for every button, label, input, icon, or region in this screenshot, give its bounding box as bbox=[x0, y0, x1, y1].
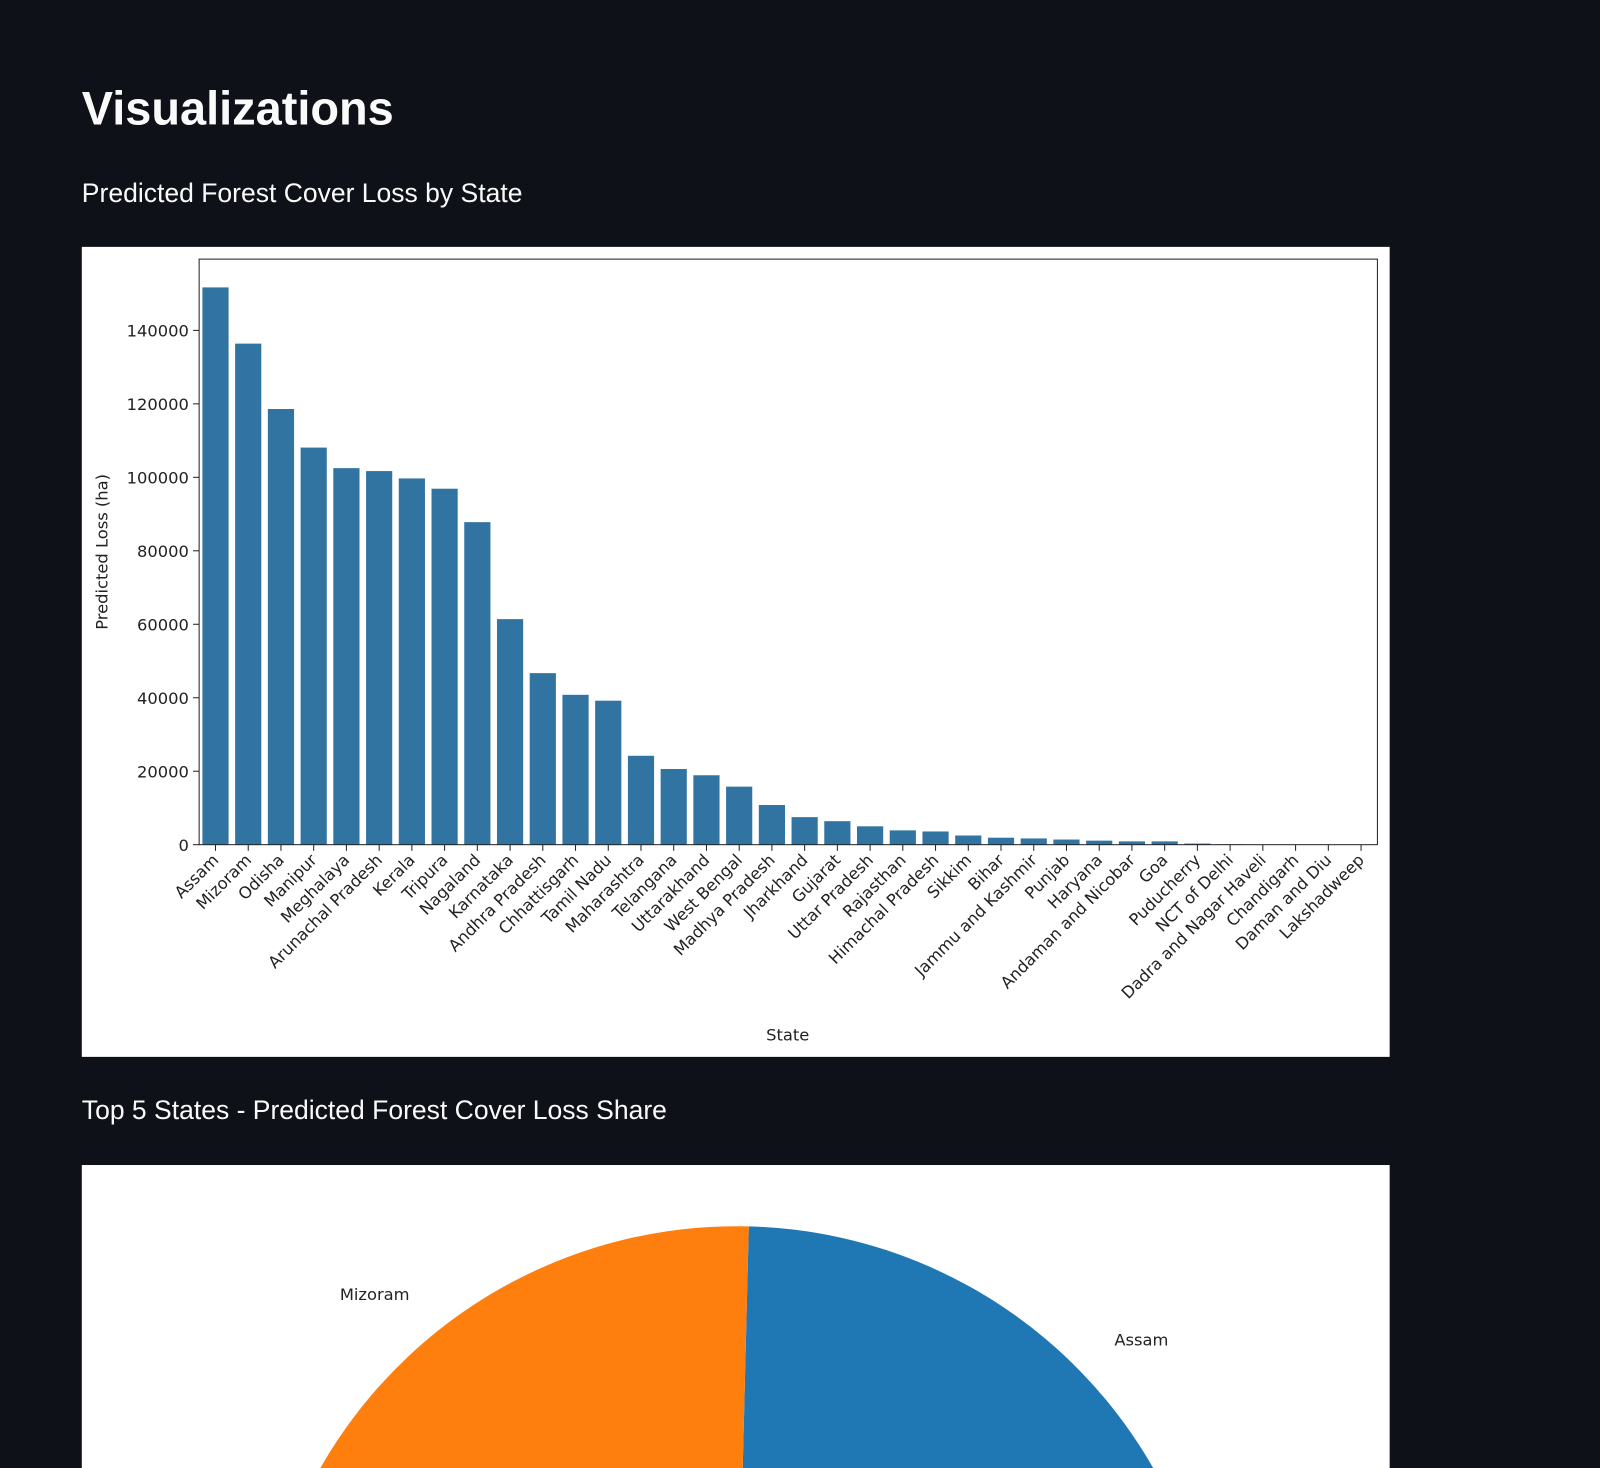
axes-frame bbox=[198, 258, 1378, 846]
page-title: Visualizations bbox=[82, 82, 394, 134]
y-tick-label: 60000 bbox=[137, 615, 189, 634]
bar bbox=[922, 831, 949, 845]
bar bbox=[857, 826, 884, 845]
pie-wedge bbox=[742, 1226, 1154, 1468]
pie-label: Mizoram bbox=[340, 1285, 410, 1304]
bar bbox=[267, 409, 295, 845]
y-tick-label: 20000 bbox=[137, 762, 189, 781]
bar bbox=[496, 619, 524, 845]
bar bbox=[595, 700, 622, 845]
pie-chart: Assam24.6%Mizoram22.1%Odisha19.2%Manipur… bbox=[320, 1226, 1168, 1468]
bar bbox=[726, 786, 753, 845]
bar bbox=[987, 837, 1015, 845]
bar bbox=[333, 468, 360, 845]
bar bbox=[431, 488, 458, 845]
bar bbox=[758, 805, 785, 845]
subheader: Top 5 States - Predicted Forest Cover Lo… bbox=[82, 1095, 667, 1125]
bar bbox=[529, 673, 556, 845]
bar bbox=[562, 694, 589, 845]
y-tick-label: 100000 bbox=[127, 468, 189, 487]
bar bbox=[366, 471, 393, 845]
bar bbox=[235, 343, 262, 845]
y-tick-label: 40000 bbox=[137, 689, 189, 708]
subheader: Predicted Forest Cover Loss by State bbox=[82, 178, 523, 208]
bar bbox=[1184, 843, 1211, 845]
x-axis-label: State bbox=[766, 1026, 809, 1045]
pie-label: Assam bbox=[1114, 1331, 1168, 1350]
bar-figure bbox=[81, 246, 1390, 1057]
y-axis-label: Predicted Loss (ha) bbox=[92, 474, 111, 630]
bar bbox=[660, 769, 687, 845]
bar bbox=[889, 830, 916, 845]
bar bbox=[300, 447, 327, 845]
y-tick-label: 80000 bbox=[137, 542, 189, 561]
bar bbox=[1020, 838, 1047, 845]
bar bbox=[791, 817, 818, 845]
bar bbox=[693, 775, 720, 845]
bar bbox=[464, 522, 491, 845]
bar bbox=[202, 287, 229, 845]
y-tick-label: 140000 bbox=[127, 322, 189, 341]
bar bbox=[627, 755, 655, 845]
y-tick-label: 120000 bbox=[127, 395, 189, 414]
bar bbox=[955, 835, 982, 845]
bar bbox=[1118, 841, 1146, 845]
bar bbox=[1086, 840, 1113, 845]
bar bbox=[398, 478, 425, 845]
bar bbox=[1053, 839, 1080, 845]
bar bbox=[1151, 841, 1178, 845]
bar bbox=[824, 821, 851, 845]
y-tick-label: 0 bbox=[179, 836, 189, 855]
pie-wedge bbox=[320, 1226, 749, 1468]
